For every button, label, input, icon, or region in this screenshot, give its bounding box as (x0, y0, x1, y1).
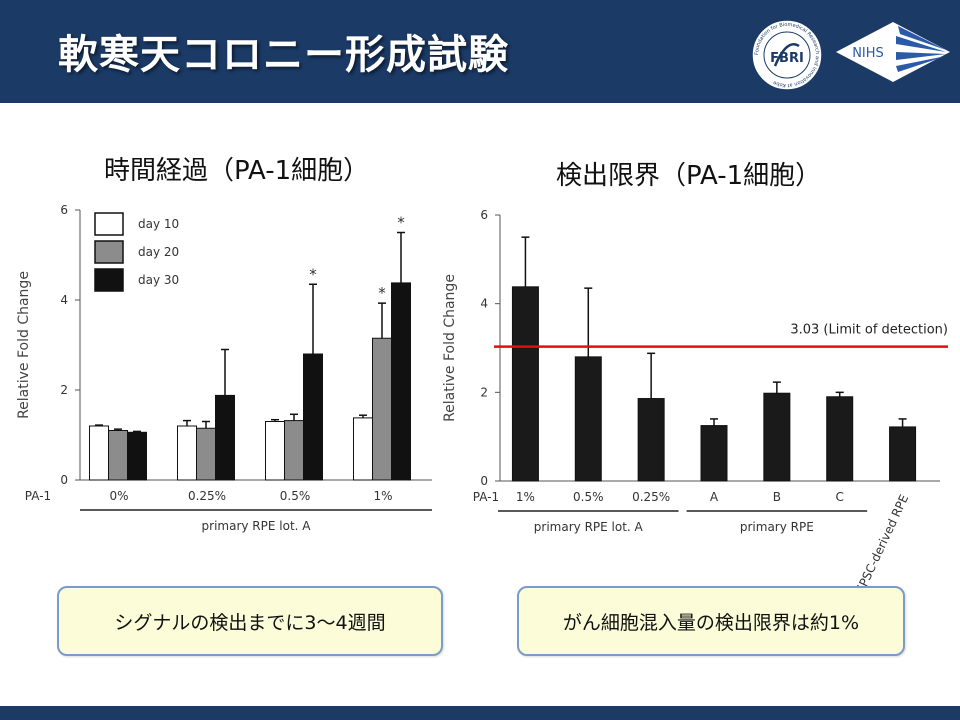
category-label: hiPSC-derived RPE (852, 492, 912, 598)
bar (889, 426, 917, 482)
y-tick-label: 2 (480, 385, 488, 399)
legend-label: day 30 (138, 273, 179, 287)
nihs-logo: NIHS (836, 22, 950, 82)
category-label: 0.25% (632, 490, 670, 504)
bar (700, 425, 728, 482)
group-label: primary RPE lot. A (534, 520, 644, 534)
y-tick-label: 6 (60, 203, 68, 217)
legend-label: day 20 (138, 245, 179, 259)
fbri-logo-text: FBRI (770, 51, 804, 66)
legend-label: day 10 (138, 217, 179, 231)
chart-title-time-course: 時間経過（PA-1細胞） (104, 156, 370, 186)
time-course-chart: 0 2 4 6 Relative Fold Change 0% 0.25% 0.5% * 1% * *… (16, 203, 432, 533)
category-label: 1% (516, 490, 535, 504)
slide-title: 軟寒天コロニー形成試験 (58, 32, 509, 78)
bar (511, 286, 539, 482)
bar (89, 425, 109, 481)
group-label: primary RPE lot. A (202, 519, 312, 533)
legend-swatch (94, 240, 124, 264)
bar (637, 398, 665, 482)
legend-swatch (94, 212, 124, 236)
category-label: 1% (373, 489, 392, 503)
bar (391, 282, 411, 481)
y-tick-label: 0 (480, 474, 488, 488)
slide-header: 軟寒天コロニー形成試験 Foundation for Biomedical Re… (0, 0, 960, 103)
y-tick-label: 4 (60, 293, 68, 307)
slide-footer (0, 706, 960, 720)
y-axis-label: Relative Fold Change (16, 271, 32, 419)
category-label: 0% (109, 489, 128, 503)
category-label: 0.5% (573, 490, 604, 504)
bar (284, 420, 304, 481)
nihs-logo-text: NIHS (852, 46, 884, 61)
significance-marker: * (397, 214, 405, 232)
category-label: A (710, 490, 719, 504)
row-label: PA-1 (473, 490, 499, 504)
bar (196, 427, 216, 481)
significance-marker: * (309, 265, 317, 283)
bar (826, 396, 854, 482)
bar (108, 430, 128, 481)
bar (372, 337, 392, 481)
bar (763, 392, 791, 482)
row-label: PA-1 (25, 489, 51, 503)
bar (353, 417, 373, 481)
fbri-logo: Foundation for Biomedical Research and I… (751, 19, 823, 91)
bar (127, 431, 147, 481)
callout-detection-limit: がん細胞混入量の検出限界は約1% (517, 586, 905, 656)
bar (303, 353, 323, 481)
bar (265, 421, 285, 481)
bar (215, 394, 235, 481)
significance-marker: * (378, 284, 386, 302)
category-label: 0.25% (188, 489, 226, 503)
category-label: 0.5% (280, 489, 311, 503)
y-tick-label: 6 (480, 208, 488, 222)
bar (574, 356, 602, 482)
y-axis-label: Relative Fold Change (442, 274, 458, 422)
y-tick-label: 2 (60, 383, 68, 397)
category-label: B (773, 490, 781, 504)
legend-swatch (94, 268, 124, 292)
bar (177, 425, 197, 481)
y-tick-label: 4 (480, 297, 488, 311)
category-label: C (836, 490, 844, 504)
y-tick-label: 0 (60, 473, 68, 487)
callout-signal-time: シグナルの検出までに3～4週間 (57, 586, 443, 656)
chart-title-detection-limit: 検出限界（PA-1細胞） (556, 161, 822, 191)
limit-of-detection-label: 3.03 (Limit of detection) (790, 323, 948, 338)
group-label: primary RPE (740, 520, 814, 534)
